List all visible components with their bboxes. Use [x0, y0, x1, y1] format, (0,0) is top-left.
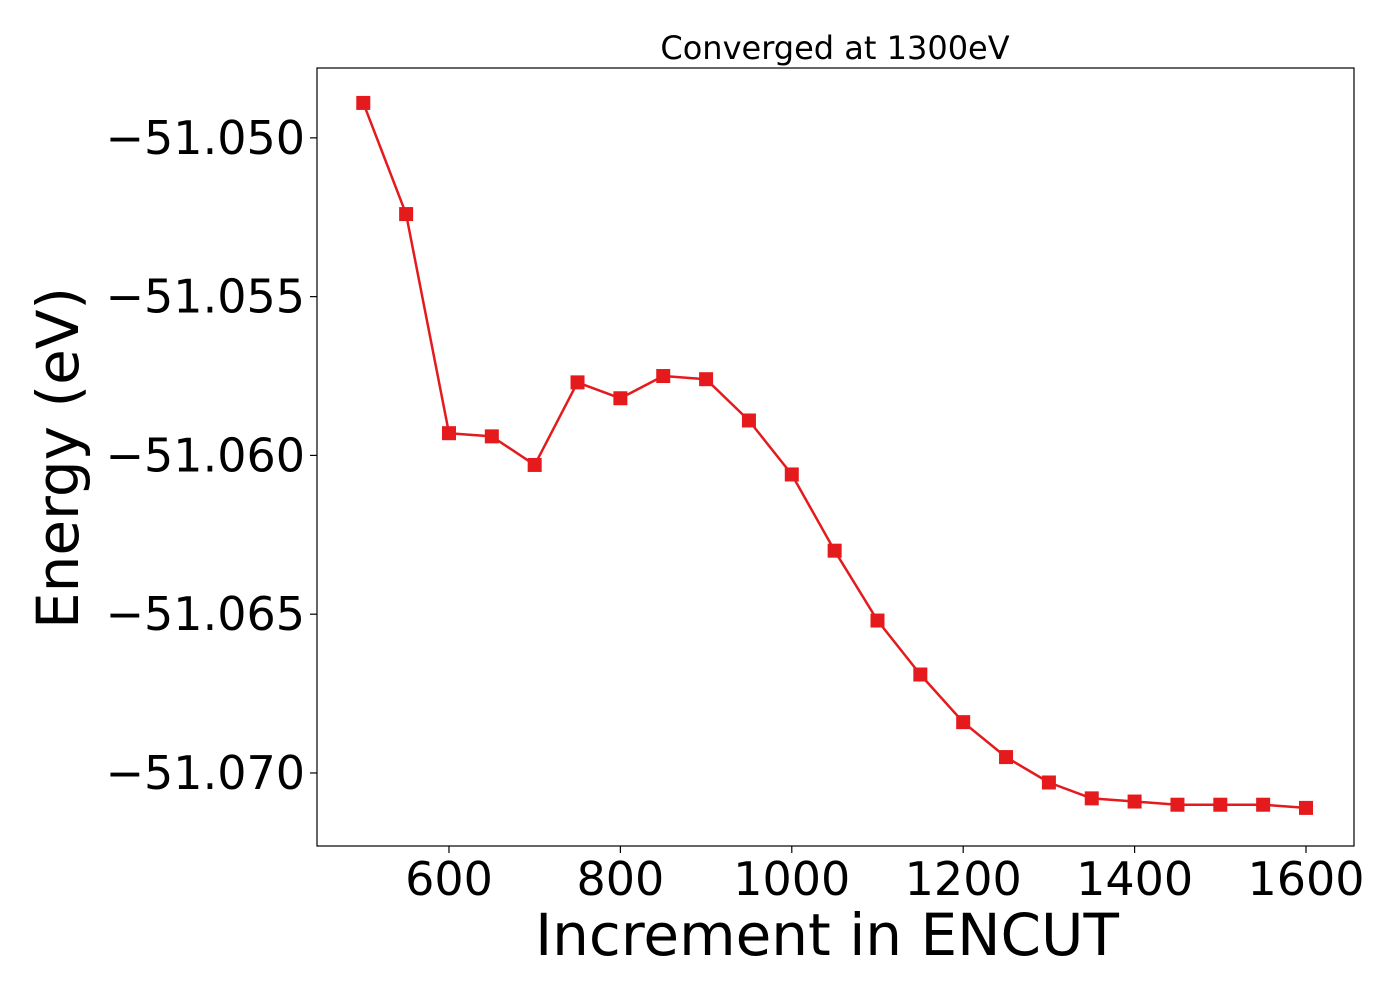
data-point-marker [484, 429, 499, 444]
x-tick-label: 600 [405, 852, 493, 906]
data-point-marker [699, 372, 714, 387]
data-point-marker [956, 715, 971, 730]
data-point-marker [913, 667, 928, 682]
x-tick-label: 800 [576, 852, 664, 906]
data-point-marker [527, 457, 542, 472]
y-tick-label: −51.050 [106, 111, 306, 165]
series-line [362, 102, 1307, 810]
data-point-marker [870, 613, 885, 628]
data-point-marker [356, 95, 371, 110]
plot-frame [316, 67, 1355, 847]
x-tick-label: 1400 [1076, 852, 1193, 906]
y-axis-label: Energy (eV) [24, 287, 92, 629]
y-tick-label: −51.065 [106, 587, 306, 641]
x-tick-label: 1000 [733, 852, 850, 906]
data-point-marker [570, 375, 585, 390]
y-tick-label: −51.055 [106, 270, 306, 324]
data-point-marker [1127, 794, 1142, 809]
x-tick-label: 1200 [905, 852, 1022, 906]
data-point-marker [827, 543, 842, 558]
data-point-marker [1213, 797, 1228, 812]
y-axis: −51.050 −51.055 −51.060 −51.065 −51.070 [106, 111, 317, 800]
y-tick-label: −51.060 [106, 428, 306, 482]
x-axis: 600 800 1000 1200 1400 1600 [405, 846, 1365, 906]
data-point-marker [656, 369, 671, 384]
data-point-marker [1041, 775, 1056, 790]
data-point-marker [399, 207, 414, 222]
x-tick-label: 1600 [1247, 852, 1364, 906]
data-point-marker [784, 467, 799, 482]
data-point-marker [1084, 791, 1099, 806]
data-point-marker [741, 413, 756, 428]
data-point-marker [999, 750, 1014, 765]
y-tick-label: −51.070 [106, 746, 306, 800]
plot-area [356, 95, 1314, 815]
data-point-marker [1256, 797, 1271, 812]
data-point-marker [1299, 800, 1314, 815]
data-point-marker [613, 391, 628, 406]
data-point-marker [1170, 797, 1185, 812]
chart-title: Converged at 1300eV [660, 29, 1009, 67]
x-axis-label: Increment in ENCUT [535, 901, 1119, 969]
data-point-marker [441, 426, 456, 441]
